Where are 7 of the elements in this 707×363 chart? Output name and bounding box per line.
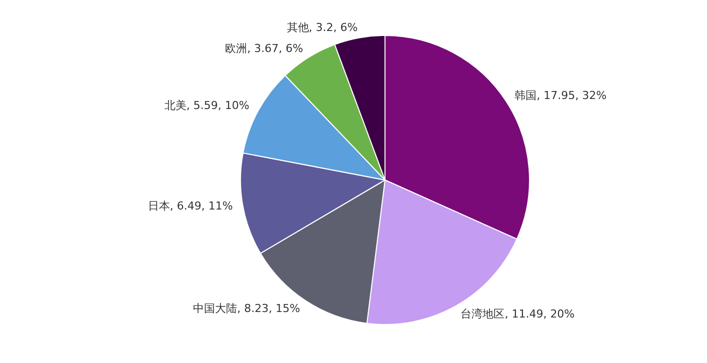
slice-label: 韩国, 17.95, 32% bbox=[514, 88, 607, 102]
slice-label: 日本, 6.49, 11% bbox=[148, 199, 233, 212]
slice-label: 欧洲, 3.67, 6% bbox=[225, 42, 304, 55]
slice-label: 台湾地区, 11.49, 20% bbox=[460, 308, 575, 321]
slice-label: 北美, 5.59, 10% bbox=[164, 99, 250, 112]
slice-label: 其他, 3.2, 6% bbox=[286, 20, 358, 34]
slice-label: 中国大陆, 8.23, 15% bbox=[193, 302, 300, 315]
